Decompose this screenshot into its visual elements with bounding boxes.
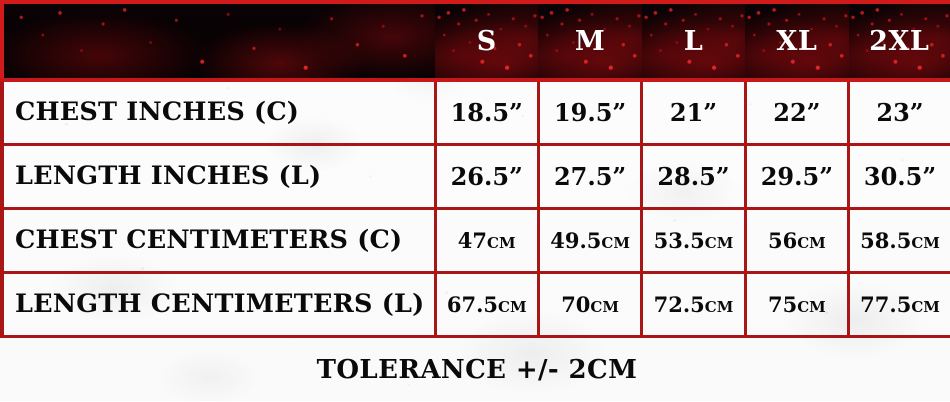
unit-label: CM [590,297,619,316]
unit-label: CM [704,297,734,316]
cell-chest-inches-2xl: 23” [847,78,950,146]
header-size-l: L [641,0,746,82]
table-row-length-inches: LENGTH INCHES (L) 26.5” 27.5” 28.5” 29.5… [0,142,950,210]
cell-chest-cm-xl: 56CM [743,206,851,274]
value-number: 77.5 [860,291,912,317]
cell-chest-cm-s: 47CM [433,206,540,274]
cell-length-cm-xl: 75CM [743,270,851,338]
table-row-chest-inches: CHEST INCHES (C) 18.5” 19.5” 21” 22” 23” [0,78,950,146]
unit-label: CM [601,233,630,252]
unit-label: CM [797,297,826,316]
header-label-cell [0,0,435,82]
table-row-chest-centimeters: CHEST CENTIMETERS (C) 47CM 49.5CM 53.5CM… [0,206,950,274]
tolerance-note: TOLERANCE +/- 2CM [2,334,950,402]
cell-length-inches-m: 27.5” [536,142,644,210]
cell-length-inches-xl: 29.5” [743,142,851,210]
cell-chest-cm-m: 49.5CM [536,206,644,274]
cell-length-inches-s: 26.5” [433,142,540,210]
table-header-row: S M L XL 2XL [0,0,950,82]
value-number: 75 [767,291,798,317]
unit-label: CM [911,297,940,316]
header-size-m: M [538,0,642,82]
value-number: 49.5 [550,227,602,253]
row-label-chest-inches: CHEST INCHES (C) [0,78,437,146]
row-label-chest-centimeters: CHEST CENTIMETERS (C) [0,206,437,274]
value-number: 58.5 [860,227,912,253]
unit-label: CM [487,233,516,252]
header-size-s: S [435,0,539,82]
cell-length-cm-l: 72.5CM [640,270,747,338]
cell-length-cm-2xl: 77.5CM [847,270,950,338]
cell-length-cm-s: 67.5CM [433,270,540,338]
value-number: 67.5 [446,291,498,317]
cell-chest-inches-l: 21” [640,78,747,146]
row-label-length-inches: LENGTH INCHES (L) [0,142,437,210]
cell-chest-cm-l: 53.5CM [640,206,747,274]
value-number: 72.5 [653,291,705,317]
row-label-length-centimeters: LENGTH CENTIMETERS (L) [0,270,437,338]
unit-label: CM [911,233,940,252]
value-number: 47 [457,227,488,253]
unit-label: CM [797,233,826,252]
value-number: 53.5 [653,227,705,253]
header-size-2xl: 2XL [848,0,950,82]
cell-chest-inches-xl: 22” [743,78,851,146]
unit-label: CM [704,233,734,252]
cell-chest-cm-2xl: 58.5CM [847,206,950,274]
cell-length-cm-m: 70CM [536,270,644,338]
cell-chest-inches-s: 18.5” [433,78,540,146]
table-footer-row: TOLERANCE +/- 2CM [2,334,950,402]
table-row-length-centimeters: LENGTH CENTIMETERS (L) 67.5CM 70CM 72.5C… [0,270,950,338]
cell-length-inches-2xl: 30.5” [847,142,950,210]
cell-chest-inches-m: 19.5” [536,78,644,146]
value-number: 56 [767,227,798,253]
cell-length-inches-l: 28.5” [640,142,747,210]
unit-label: CM [498,297,527,316]
value-number: 70 [561,291,591,317]
header-size-xl: XL [745,0,849,82]
